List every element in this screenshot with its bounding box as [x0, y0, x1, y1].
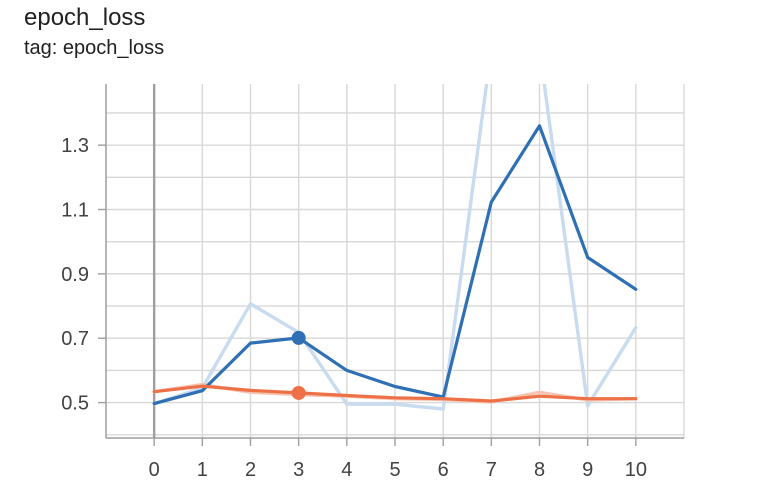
- x-tick-label-1: 1: [197, 459, 208, 481]
- x-tick-label-7: 7: [486, 459, 497, 481]
- y-tick-label-0.9: 0.9: [61, 264, 89, 286]
- y-tick-label-0.5: 0.5: [61, 393, 89, 415]
- x-tick-label-9: 9: [582, 459, 593, 481]
- smoothed-series-line-0[interactable]: [152, 124, 638, 406]
- x-tick-label-4: 4: [341, 459, 352, 481]
- y-tick-label-1.3: 1.3: [61, 135, 89, 157]
- y-tick-label-0.7: 0.7: [61, 328, 89, 350]
- x-tick-label-10: 10: [625, 459, 647, 481]
- tick-labels: 0 1 2 3 4 5 6 7 8 9 10 0.5 0.7 0.9 1.1 1.3: [61, 135, 647, 481]
- y-tick-label-1.1: 1.1: [61, 200, 89, 222]
- x-tick-label-3: 3: [293, 459, 304, 481]
- series-group: [152, 84, 638, 411]
- x-tick-label-8: 8: [534, 459, 545, 481]
- hover-point-series-2[interactable]: [291, 385, 306, 400]
- x-tick-label-5: 5: [389, 459, 400, 481]
- smoothed-series-line-2[interactable]: [152, 384, 638, 403]
- chart-tag: tag: epoch_loss: [24, 37, 165, 59]
- axes: [98, 84, 684, 446]
- x-tick-label-0: 0: [149, 459, 160, 481]
- hover-point-series-0[interactable]: [291, 330, 306, 345]
- x-tick-label-2: 2: [245, 459, 256, 481]
- x-tick-label-6: 6: [438, 459, 449, 481]
- chart-title: epoch_loss: [24, 4, 146, 31]
- hover-markers: [291, 330, 306, 400]
